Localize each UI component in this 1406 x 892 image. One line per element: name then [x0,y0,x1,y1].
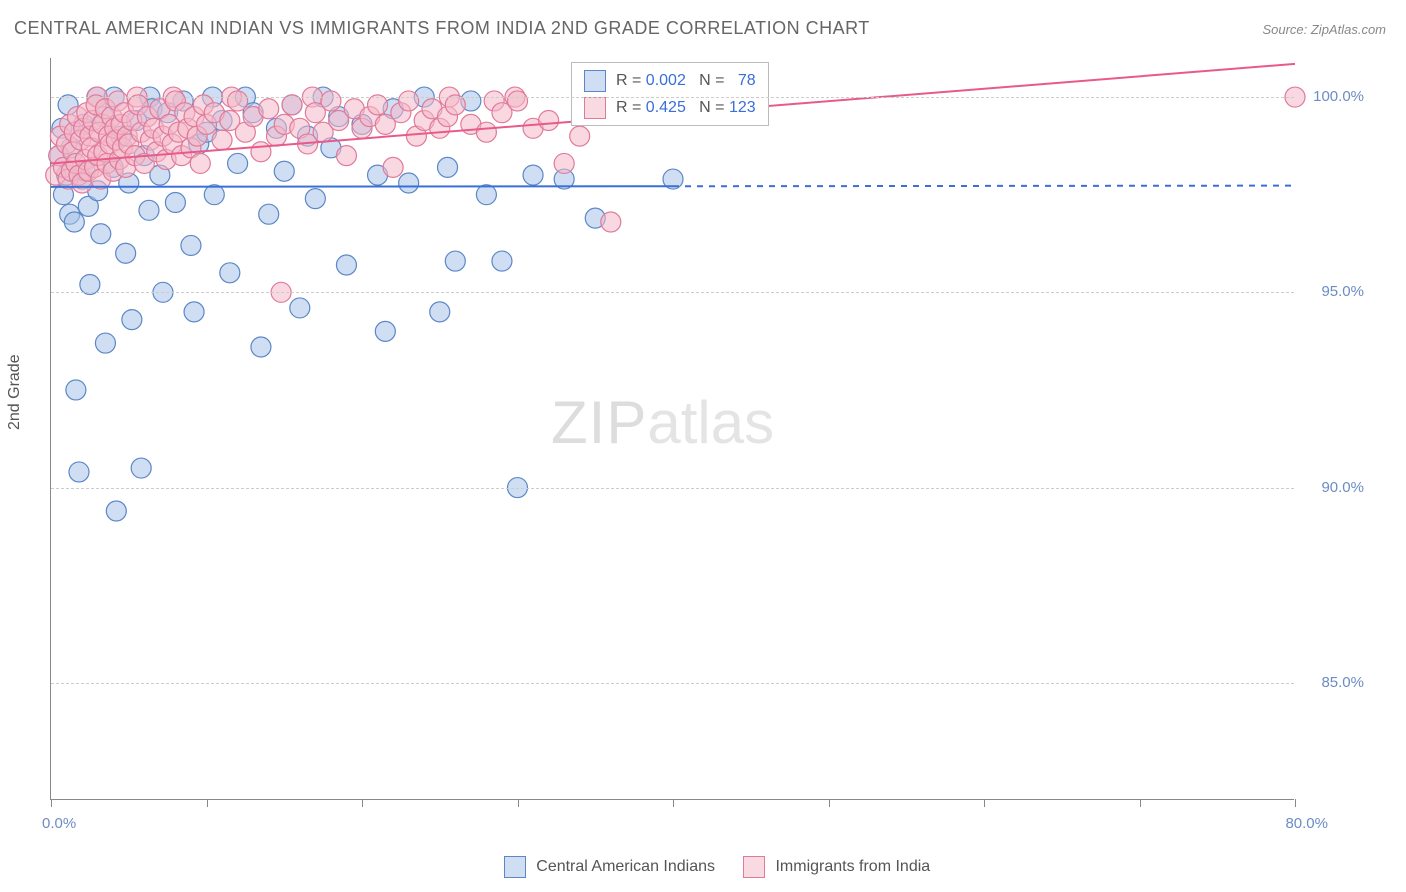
scatter-point-pink [259,99,279,119]
scatter-point-blue [165,192,185,212]
scatter-point-blue [181,235,201,255]
x-tick [518,799,519,807]
scatter-point-pink [508,91,528,111]
scatter-point-pink [399,91,419,111]
scatter-point-pink [251,142,271,162]
source-attribution: Source: ZipAtlas.com [1262,22,1386,37]
gridline [51,488,1294,489]
scatter-point-blue [64,212,84,232]
legend-R-value: 0.425 [646,99,686,116]
x-tick [51,799,52,807]
legend-row-blue: R = 0.002 N = 78 [584,67,756,94]
scatter-point-blue [492,251,512,271]
scatter-point-pink [228,91,248,111]
scatter-point-pink [336,146,356,166]
scatter-point-pink [321,91,341,111]
x-axis-max-label: 80.0% [1285,815,1328,832]
scatter-point-blue [95,333,115,353]
plot-svg [51,58,1294,799]
scatter-point-blue [66,380,86,400]
gridline [51,683,1294,684]
scatter-point-blue [445,251,465,271]
trend-line-blue-extrapolated [673,186,1295,187]
bottom-legend-label: Central American Indians [532,858,715,875]
scatter-point-pink [601,212,621,232]
bottom-legend-swatch-icon [504,856,526,878]
chart-title: CENTRAL AMERICAN INDIAN VS IMMIGRANTS FR… [14,18,870,39]
scatter-point-pink [383,157,403,177]
scatter-point-pink [554,153,574,173]
scatter-point-blue [430,302,450,322]
x-tick [1140,799,1141,807]
plot-area: R = 0.002 N = 78R = 0.425 N = 123 ZIPatl… [50,58,1294,800]
scatter-point-blue [290,298,310,318]
scatter-point-blue [91,224,111,244]
x-axis-min-label: 0.0% [42,815,76,832]
scatter-point-blue [228,153,248,173]
gridline [51,292,1294,293]
scatter-point-blue [106,501,126,521]
legend-N-label: N = [686,99,729,116]
scatter-point-blue [336,255,356,275]
legend-R-value: 0.002 [646,72,686,89]
bottom-legend-swatch-icon [743,856,765,878]
scatter-point-blue [69,462,89,482]
bottom-legend-label: Immigrants from India [771,858,930,875]
y-tick-label: 85.0% [1321,674,1364,691]
x-tick [1295,799,1296,807]
legend-swatch-icon [584,70,606,92]
chart-container: CENTRAL AMERICAN INDIAN VS IMMIGRANTS FR… [0,0,1406,892]
trend-line-blue [51,186,673,187]
y-tick-label: 95.0% [1321,283,1364,300]
scatter-point-blue [476,185,496,205]
scatter-point-blue [375,321,395,341]
scatter-point-blue [116,243,136,263]
x-tick [984,799,985,807]
x-tick [829,799,830,807]
scatter-point-blue [184,302,204,322]
gridline [51,97,1294,98]
y-tick-label: 90.0% [1321,479,1364,496]
scatter-point-pink [476,122,496,142]
scatter-point-blue [305,189,325,209]
legend-R-label: R = [616,72,646,89]
legend-bottom: Central American Indians Immigrants from… [0,856,1406,878]
y-axis-label: 2nd Grade [6,354,24,430]
legend-N-value: 78 [729,72,756,89]
legend-N-value: 123 [729,99,756,116]
scatter-point-blue [523,165,543,185]
legend-swatch-icon [584,97,606,119]
scatter-point-blue [139,200,159,220]
scatter-point-blue [259,204,279,224]
scatter-point-pink [570,126,590,146]
scatter-point-blue [274,161,294,181]
scatter-point-blue [220,263,240,283]
y-tick-label: 100.0% [1313,88,1364,105]
legend-row-pink: R = 0.425 N = 123 [584,94,756,121]
scatter-point-pink [539,110,559,130]
scatter-point-blue [438,157,458,177]
scatter-point-blue [131,458,151,478]
scatter-point-blue [122,310,142,330]
scatter-point-blue [399,173,419,193]
correlation-legend-box: R = 0.002 N = 78R = 0.425 N = 123 [571,62,769,126]
x-tick [207,799,208,807]
scatter-point-blue [251,337,271,357]
legend-N-label: N = [686,72,729,89]
scatter-point-pink [212,130,232,150]
legend-R-label: R = [616,99,646,116]
scatter-point-pink [190,153,210,173]
x-tick [362,799,363,807]
x-tick [673,799,674,807]
